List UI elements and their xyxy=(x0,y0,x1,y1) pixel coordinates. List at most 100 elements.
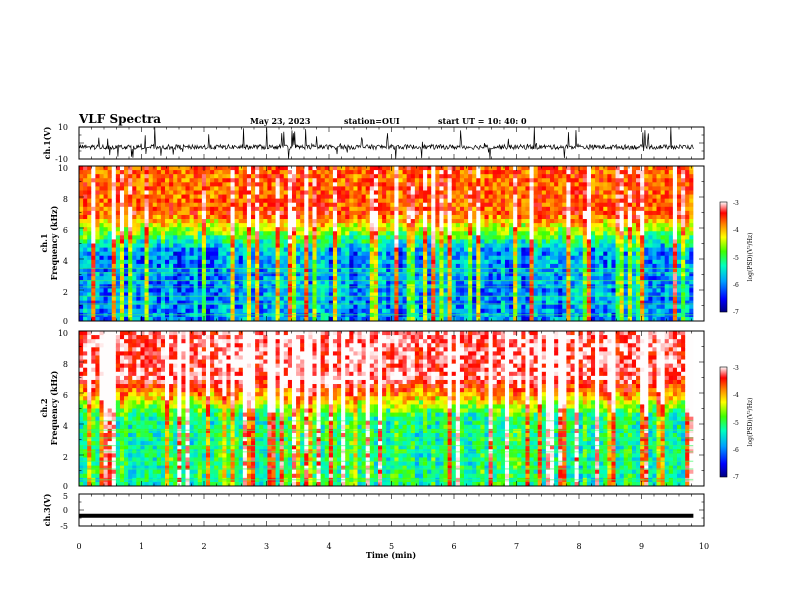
spectrogram-cell xyxy=(451,251,457,257)
spectrogram-cell xyxy=(582,300,588,306)
spectrogram-cell xyxy=(423,190,428,195)
spectrogram-cell xyxy=(517,166,522,171)
spectrogram-cell xyxy=(279,227,285,232)
spectrogram-cell xyxy=(234,300,240,306)
spectrogram-cell xyxy=(545,304,551,310)
spectrogram-cell xyxy=(423,166,428,171)
spectrogram-cell xyxy=(79,231,84,236)
spectrogram-cell xyxy=(611,235,616,240)
spectrogram-cell xyxy=(91,259,96,265)
spectrogram-cell xyxy=(378,210,383,216)
spectrogram-cell xyxy=(160,272,166,277)
spectrogram-cell xyxy=(87,174,92,179)
spectrogram-cell xyxy=(259,255,264,261)
spectrogram-cell xyxy=(83,231,88,236)
spectrogram-cell xyxy=(484,194,489,200)
spectrogram-cell xyxy=(570,259,575,265)
spectrogram-cell xyxy=(578,316,584,322)
spectrogram-cell xyxy=(124,288,129,293)
spectrogram-cell xyxy=(533,292,539,297)
spectrogram-cell xyxy=(324,263,330,269)
spectrogram-cell xyxy=(550,255,555,261)
spectrogram-cell xyxy=(525,198,530,204)
spectrogram-cell xyxy=(435,300,440,306)
spectrogram-cell xyxy=(496,288,502,293)
spectrogram-cell xyxy=(165,170,170,175)
spectrogram-cell xyxy=(193,214,199,220)
spectrogram-cell xyxy=(242,300,248,306)
spectrogram-cell xyxy=(267,304,272,310)
spectrogram-cell xyxy=(586,170,592,175)
spectrogram-cell xyxy=(525,194,530,200)
spectrogram-cell xyxy=(279,182,285,187)
spectrogram-cell xyxy=(185,231,190,236)
spectrogram-cell xyxy=(586,276,592,281)
spectrogram-cell xyxy=(472,263,477,269)
spectrogram-cell xyxy=(255,243,260,248)
spectrogram-cell xyxy=(328,276,334,281)
spectrogram-cell xyxy=(308,202,313,208)
spectrogram-cell xyxy=(484,219,489,224)
spectrogram-cell xyxy=(324,174,330,179)
spectrogram-cell xyxy=(566,243,571,248)
spectrogram-cell xyxy=(378,267,383,273)
spectrogram-cell xyxy=(111,198,117,204)
spectrogram-cell xyxy=(373,194,379,200)
spectrogram-cell xyxy=(119,166,125,171)
spectrogram-cell xyxy=(590,202,596,208)
spectrogram-cell xyxy=(410,272,416,277)
spectrogram-cell xyxy=(132,239,137,244)
spectrogram-cell xyxy=(210,219,215,224)
spectrogram-cell xyxy=(566,280,571,285)
spectrogram-cell xyxy=(255,178,260,183)
spectrogram-cell xyxy=(283,316,289,322)
spectrogram-cell xyxy=(529,235,535,240)
spectrogram-cell xyxy=(484,198,489,204)
spectrogram-cell xyxy=(173,308,178,314)
spectrogram-cell xyxy=(320,223,326,228)
spectrogram-cell xyxy=(480,231,485,236)
spectrogram-cell xyxy=(513,170,518,175)
spectrogram-cell xyxy=(218,280,223,285)
spectrogram-cell xyxy=(103,251,109,257)
spectrogram-cell xyxy=(226,300,231,306)
spectrogram-cell xyxy=(345,190,350,195)
spectrogram-cell xyxy=(99,182,104,187)
spectrogram-cell xyxy=(550,259,555,265)
spectrogram-cell xyxy=(234,219,240,224)
spectrogram-cell xyxy=(476,190,481,195)
spectrogram-cell xyxy=(341,239,346,244)
spectrogram-cell xyxy=(337,198,342,204)
spectrogram-cell xyxy=(328,186,334,191)
spectrogram-cell xyxy=(283,194,289,200)
spectrogram-cell xyxy=(79,280,84,285)
spectrogram-cell xyxy=(611,170,616,175)
spectrogram-cell xyxy=(140,202,145,208)
spectrogram-cell xyxy=(218,247,223,253)
spectrogram-cell xyxy=(218,243,223,248)
spectrogram-cell xyxy=(304,292,309,297)
spectrogram-cell xyxy=(574,239,580,244)
spectrogram-cell xyxy=(566,210,571,216)
spectrogram-cell xyxy=(242,170,248,175)
spectrogram-cell xyxy=(500,280,506,285)
spectrogram-cell xyxy=(369,198,375,204)
spectrogram-cell xyxy=(566,166,571,171)
spectrogram-cell xyxy=(578,255,584,261)
spectrogram-cell xyxy=(99,186,104,191)
spectrogram-cell xyxy=(177,194,182,200)
spectrogram-cell xyxy=(136,247,141,253)
spectrogram-cell xyxy=(107,214,113,220)
spectrogram-cell xyxy=(107,166,113,171)
spectrogram-cell xyxy=(398,223,403,228)
spectrogram-cell xyxy=(365,267,371,273)
spectrogram-cell xyxy=(410,247,416,253)
spectrogram-cell xyxy=(193,239,199,244)
spectrogram-cell xyxy=(361,272,367,277)
spectrogram-cell xyxy=(595,231,600,236)
spectrogram-cell xyxy=(259,210,264,216)
spectrogram-cell xyxy=(586,296,592,302)
spectrogram-cell xyxy=(566,178,571,183)
spectrogram-cell xyxy=(152,292,158,297)
spectrogram-cell xyxy=(275,206,281,212)
